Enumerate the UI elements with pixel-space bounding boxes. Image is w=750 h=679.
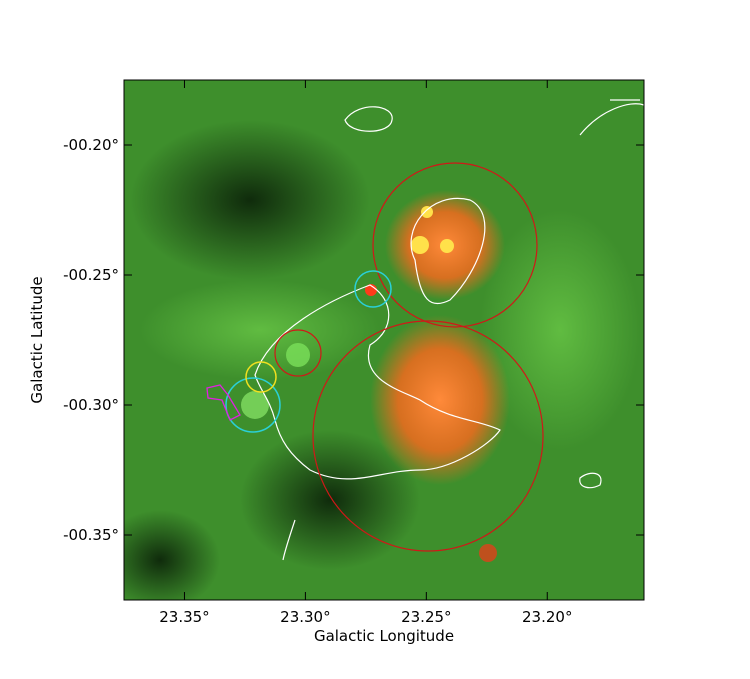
y-tick-label: -00.30° — [63, 396, 119, 414]
plot-frame — [123, 79, 645, 601]
x-tick-label: 23.20° — [522, 608, 572, 626]
y-axis-label: Galactic Latitude — [28, 276, 46, 403]
y-tick-label: -00.35° — [63, 526, 119, 544]
x-axis-label: Galactic Longitude — [314, 627, 454, 645]
x-tick-label: 23.35° — [159, 608, 209, 626]
y-tick-label: -00.20° — [63, 136, 119, 154]
x-tick-label: 23.30° — [280, 608, 330, 626]
y-tick-label: -00.25° — [63, 266, 119, 284]
x-tick-label: 23.25° — [401, 608, 451, 626]
sky-image — [124, 80, 644, 600]
